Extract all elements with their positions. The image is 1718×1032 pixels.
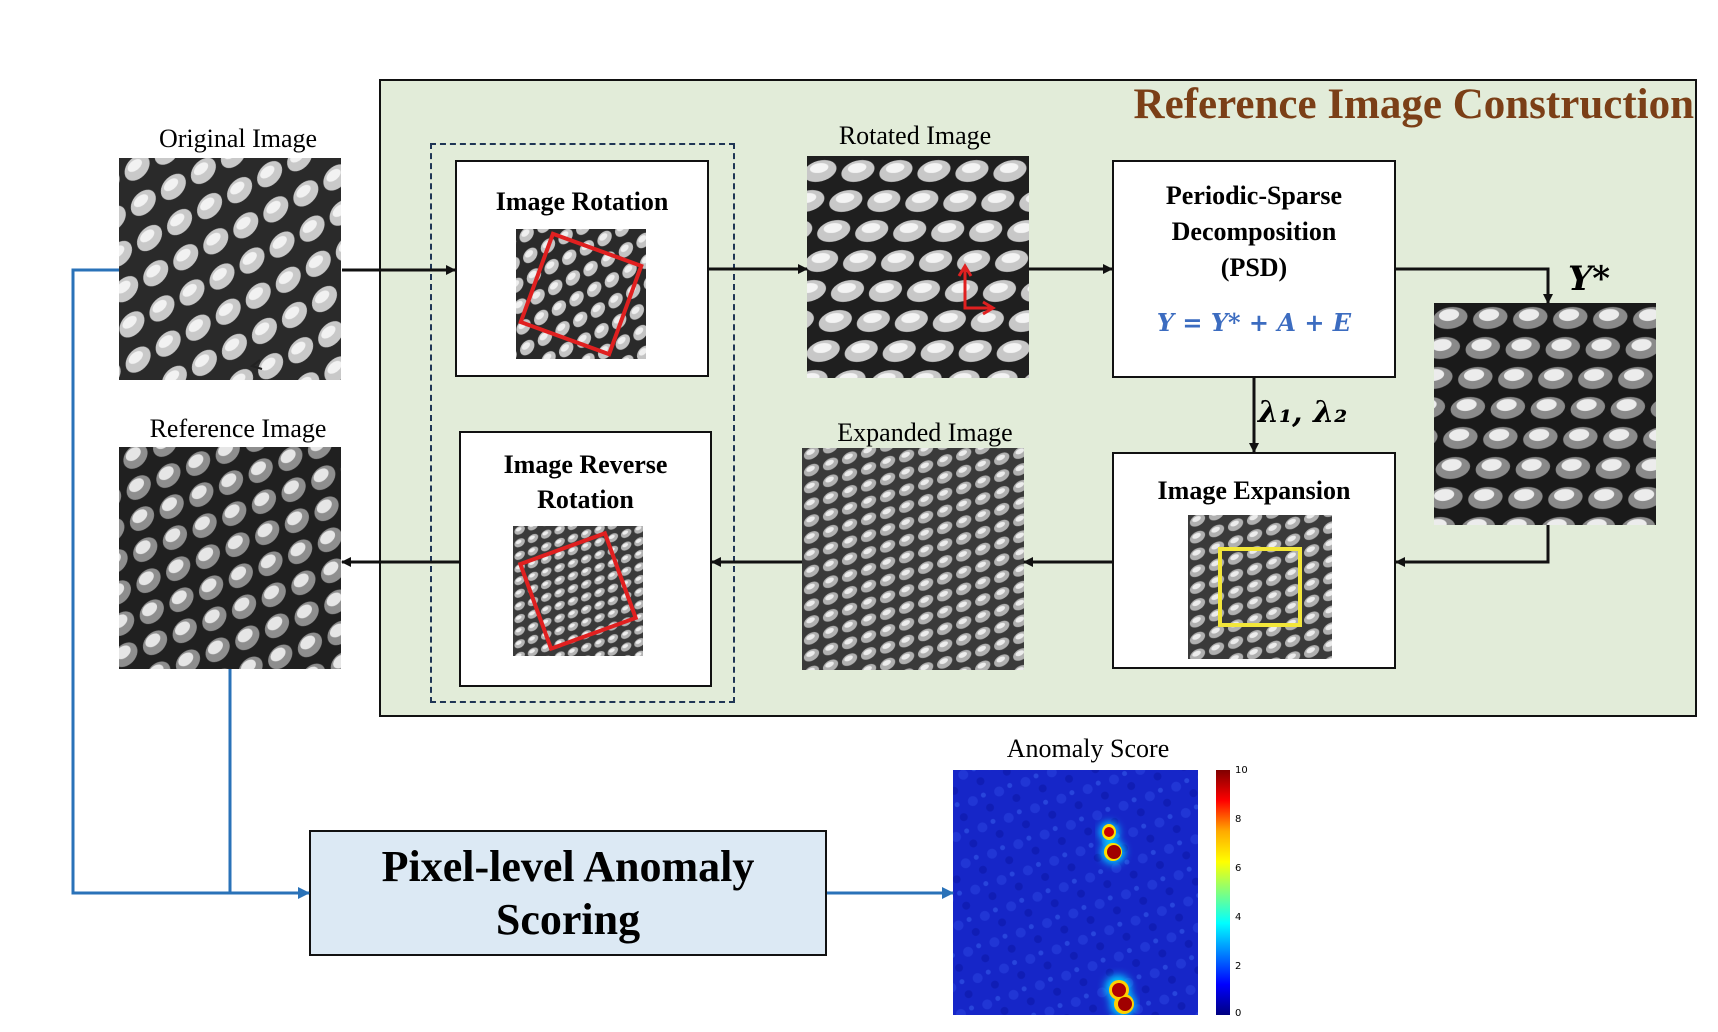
original-image bbox=[119, 158, 341, 380]
anomaly-scoring-line2: Scoring bbox=[495, 895, 641, 944]
psd-title-line2: Decomposition bbox=[1171, 217, 1337, 246]
colorbar-tick-4: 4 bbox=[1235, 912, 1242, 923]
anomaly-heatmap bbox=[953, 770, 1198, 1015]
ystar-symbol: Y* bbox=[1568, 259, 1611, 299]
expanded-image bbox=[802, 448, 1024, 670]
anomaly-scoring-line1: Pixel-level Anomaly bbox=[381, 842, 755, 891]
colorbar bbox=[1216, 770, 1230, 1015]
anomaly-score-label: Anomaly Score bbox=[1006, 734, 1170, 763]
psd-box: Periodic-Sparse Decomposition (PSD) Y = … bbox=[1112, 160, 1396, 378]
colorbar-tick-10: 10 bbox=[1235, 765, 1248, 776]
reverse-rotation-title-line2: Rotation bbox=[537, 485, 634, 514]
rotation-thumbnail bbox=[516, 229, 646, 359]
reverse-rotation-thumbnail bbox=[513, 526, 643, 656]
colorbar-tick-2: 2 bbox=[1235, 961, 1242, 972]
colorbar-tick-0: 0 bbox=[1235, 1008, 1242, 1019]
image-rotation-box: Image Rotation bbox=[455, 160, 709, 377]
image-expansion-title: Image Expansion bbox=[1157, 476, 1351, 505]
anomaly-scoring-box: Pixel-level Anomaly Scoring bbox=[309, 830, 827, 956]
expanded-image-label: Expanded Image bbox=[837, 418, 1013, 447]
rotated-image bbox=[807, 156, 1029, 378]
reference-image-label: Reference Image bbox=[149, 414, 327, 443]
original-image-label: Original Image bbox=[158, 124, 318, 153]
psd-equation: Y = Y* + A + E bbox=[1156, 308, 1352, 337]
colorbar-tick-6: 6 bbox=[1235, 863, 1242, 874]
psd-title-line3: (PSD) bbox=[1220, 253, 1288, 282]
reference-image bbox=[119, 447, 341, 669]
lambda-parameters: λ₁, λ₂ bbox=[1258, 395, 1348, 430]
reverse-rotation-title-line1: Image Reverse bbox=[503, 450, 668, 479]
ystar-image bbox=[1434, 303, 1656, 525]
panel-title: Reference Image Construction bbox=[1133, 81, 1694, 128]
image-rotation-title: Image Rotation bbox=[495, 187, 669, 216]
psd-title-line1: Periodic-Sparse bbox=[1165, 181, 1343, 210]
rotated-image-label: Rotated Image bbox=[838, 121, 992, 150]
colorbar-tick-8: 8 bbox=[1235, 814, 1242, 825]
rotation-group-dashed bbox=[430, 143, 735, 703]
expansion-thumbnail bbox=[1188, 515, 1332, 659]
